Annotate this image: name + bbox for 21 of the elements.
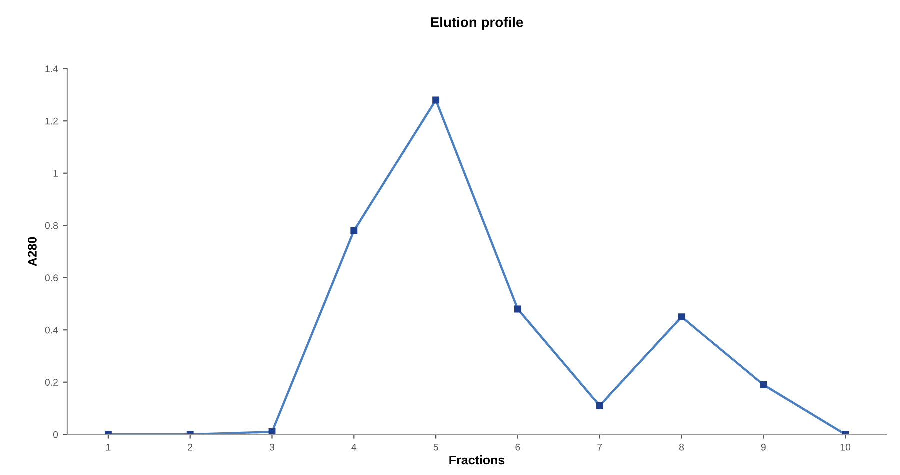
x-tick-label: 6	[516, 444, 520, 451]
x-tick-label: 9	[761, 444, 766, 451]
y-tick-label: 0.2	[45, 379, 58, 386]
y-axis-title: A280	[28, 237, 37, 266]
y-tick-label: 0	[53, 431, 58, 438]
x-tick-label: 8	[679, 444, 684, 451]
y-tick-label: 0.6	[45, 274, 58, 282]
y-tick-label: 1	[54, 170, 58, 177]
x-tick-label: 10	[840, 444, 851, 451]
x-tick-label: 3	[270, 444, 275, 451]
x-tick-label: 2	[188, 444, 193, 451]
chart-title: Elution profile	[431, 17, 524, 30]
y-tick-label: 0.4	[45, 326, 58, 334]
x-tick-label: 4	[352, 444, 357, 451]
y-tick-label: 0.8	[45, 222, 58, 230]
y-tick-label: 1.2	[46, 118, 58, 125]
x-tick-label: 5	[434, 444, 438, 451]
x-tick-label: 1	[106, 444, 111, 451]
x-tick-label: 7	[598, 444, 602, 451]
y-tick-label: 1.4	[46, 66, 58, 72]
x-axis-title: Fractions	[450, 455, 505, 465]
